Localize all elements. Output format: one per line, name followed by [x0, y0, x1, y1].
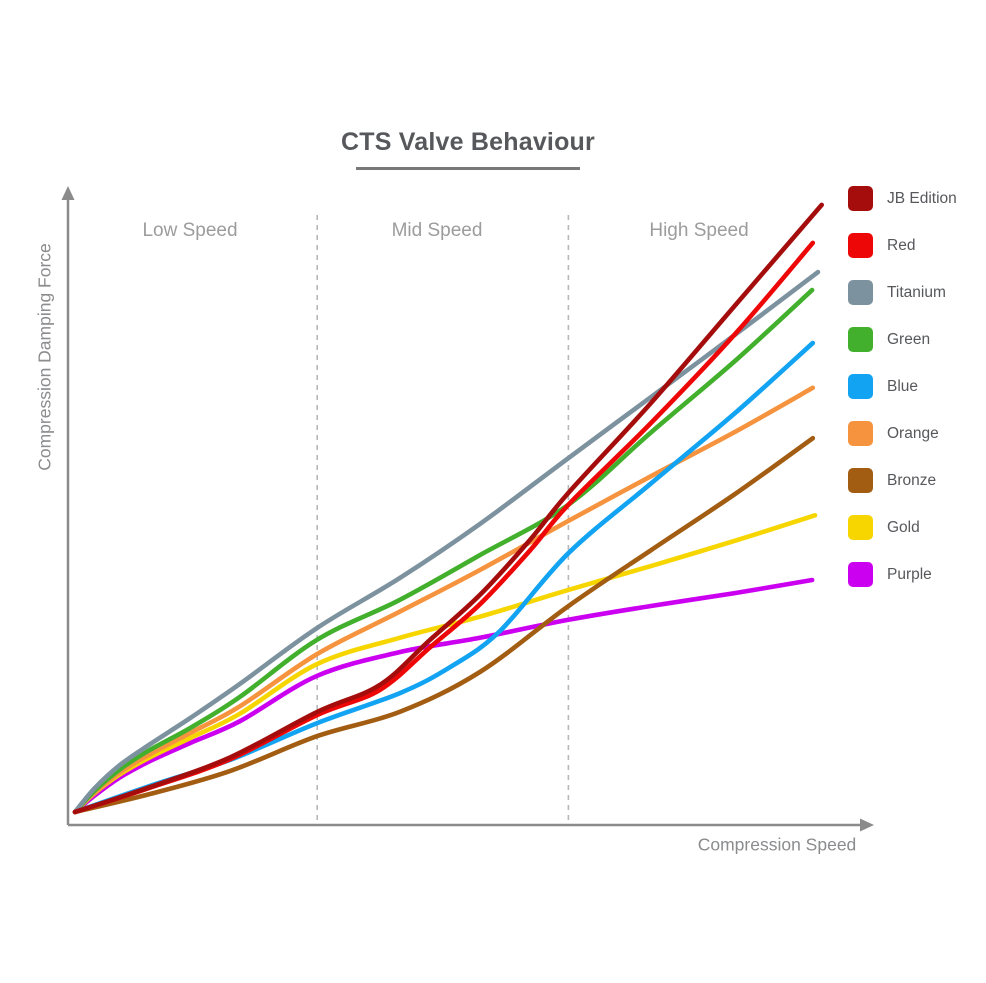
legend-item-orange: Orange [848, 421, 957, 446]
series-line-purple [72, 577, 815, 815]
legend-label-purple: Purple [887, 565, 932, 583]
legend-swatch-purple [848, 562, 873, 587]
legend-label-bronze: Bronze [887, 471, 937, 489]
region-label-mid-speed: Mid Speed [391, 220, 483, 241]
legend-swatch-red [848, 233, 873, 258]
title-underline [356, 167, 580, 170]
legend-swatch-orange [848, 421, 873, 446]
chart-title: CTS Valve Behaviour [341, 128, 595, 156]
legend-swatch-jb-edition [848, 186, 873, 211]
series-line-red [72, 240, 816, 815]
series-line-bronze [72, 435, 816, 815]
series-line-jb-edition [72, 202, 824, 815]
legend-swatch-titanium [848, 280, 873, 305]
chart-title-block: CTS Valve Behaviour [0, 128, 936, 175]
x-axis-arrowhead-icon [860, 818, 874, 832]
legend-item-gold: Gold [848, 515, 957, 540]
legend-label-blue: Blue [887, 377, 919, 395]
legend-item-jb-edition: JB Edition [848, 186, 957, 211]
legend-item-titanium: Titanium [848, 280, 957, 305]
region-label-high-speed: High Speed [649, 220, 749, 241]
legend-swatch-bronze [848, 468, 873, 493]
legend-label-titanium: Titanium [887, 283, 946, 301]
legend-item-bronze: Bronze [848, 468, 957, 493]
legend-label-orange: Orange [887, 424, 939, 442]
legend-label-green: Green [887, 330, 931, 348]
y-axis-label: Compression Damping Force [34, 243, 55, 471]
legend-label-gold: Gold [887, 518, 920, 536]
series-line-green [72, 287, 815, 815]
legend-item-red: Red [848, 233, 957, 258]
legend-swatch-green [848, 327, 873, 352]
region-label-low-speed: Low Speed [142, 220, 238, 241]
y-axis-arrowhead-icon [61, 186, 75, 200]
legend: JB Edition Red Titanium Green Blue Orange Bron… [848, 186, 957, 587]
series-line-gold [72, 513, 818, 815]
legend-label-red: Red [887, 236, 916, 254]
legend-label-jb-edition: JB Edition [887, 189, 957, 207]
legend-item-blue: Blue [848, 374, 957, 399]
legend-swatch-gold [848, 515, 873, 540]
legend-item-purple: Purple [848, 562, 957, 587]
series-line-orange [72, 385, 816, 815]
x-axis-label: Compression Speed [697, 834, 857, 855]
legend-item-green: Green [848, 327, 957, 352]
legend-swatch-blue [848, 374, 873, 399]
